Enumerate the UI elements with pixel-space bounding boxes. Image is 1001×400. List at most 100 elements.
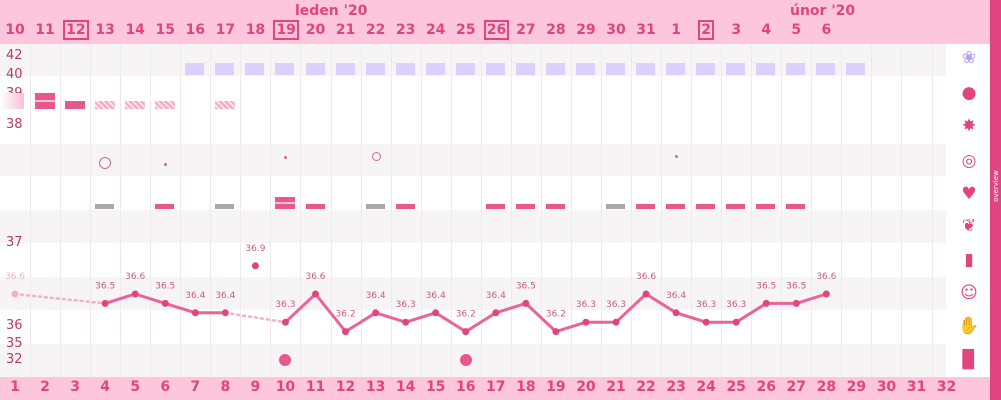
temperature-point bbox=[762, 299, 770, 307]
day-label-text: 21 bbox=[335, 22, 356, 38]
ovulation-prediction bbox=[395, 63, 415, 75]
day-label[interactable]: 1 bbox=[664, 22, 688, 38]
y-axis-label: 42 bbox=[6, 48, 23, 63]
day-label[interactable]: 24 bbox=[424, 22, 448, 38]
spotting-splash-icon[interactable]: ✸ bbox=[961, 116, 977, 136]
fluid-dot bbox=[674, 155, 678, 158]
temperature-point bbox=[432, 309, 440, 317]
cycle-day-label: 6 bbox=[160, 379, 171, 395]
temperature-label: 36.2 bbox=[336, 310, 356, 320]
day-label[interactable]: 30 bbox=[604, 22, 628, 38]
day-label[interactable]: 25 bbox=[454, 22, 478, 38]
ovulation-prediction bbox=[606, 63, 625, 75]
mood-entry bbox=[485, 204, 505, 209]
cycle-day-label: 21 bbox=[606, 379, 626, 395]
gridline bbox=[270, 44, 272, 377]
temperature-point bbox=[101, 299, 109, 307]
date-header bbox=[0, 0, 990, 44]
temperature-label: 36.2 bbox=[546, 310, 566, 320]
day-label[interactable]: 29 bbox=[574, 22, 598, 38]
day-label[interactable]: 17 bbox=[213, 22, 237, 38]
medicine-bottle-icon[interactable]: ▮ bbox=[964, 250, 974, 270]
day-label[interactable]: 28 bbox=[544, 22, 568, 38]
row-stripe bbox=[0, 344, 946, 377]
temperature-curve: 36.6 36.5 36.6 36.5 36.4 36.4 36.9 36.3 36.6 36.2… bbox=[5, 244, 837, 336]
day-label[interactable]: 26 bbox=[483, 20, 510, 40]
notes-document-icon[interactable]: ▉ bbox=[962, 350, 976, 370]
temperature-label: 36.6 bbox=[125, 272, 145, 282]
day-label[interactable]: 27 bbox=[514, 22, 538, 38]
day-label[interactable]: 23 bbox=[394, 22, 418, 38]
day-label-text: 19 bbox=[273, 20, 299, 40]
day-label[interactable]: 10 bbox=[3, 22, 27, 38]
day-label[interactable]: 21 bbox=[334, 22, 358, 38]
y-axis-label: 37 bbox=[6, 235, 23, 250]
gridline bbox=[180, 44, 182, 377]
cycle-day-label: 27 bbox=[786, 379, 807, 395]
temperature-point bbox=[372, 309, 380, 317]
day-label-text: 23 bbox=[395, 22, 416, 38]
day-label[interactable]: 13 bbox=[93, 22, 117, 38]
day-label[interactable]: 20 bbox=[304, 22, 328, 38]
cycle-day-label: 19 bbox=[546, 379, 566, 395]
cycle-day-label: 22 bbox=[636, 379, 656, 395]
temperature-point bbox=[492, 309, 500, 317]
symptom-hand-icon[interactable]: ✋ bbox=[958, 316, 980, 336]
cycle-day-label: 16 bbox=[456, 379, 476, 395]
day-label[interactable]: 14 bbox=[123, 22, 147, 38]
day-label[interactable]: 3 bbox=[724, 22, 748, 38]
day-label[interactable]: 22 bbox=[364, 22, 388, 38]
gridline bbox=[480, 44, 482, 377]
temperature-point bbox=[191, 309, 199, 317]
gridline bbox=[390, 44, 392, 377]
temperature-label: 36.3 bbox=[396, 300, 416, 310]
day-label[interactable]: 2 bbox=[694, 20, 718, 40]
day-label-text: 5 bbox=[791, 22, 802, 38]
cycle-day-label: 28 bbox=[816, 379, 837, 395]
temperature-point bbox=[221, 309, 229, 317]
period-flow-light bbox=[95, 101, 116, 109]
day-label[interactable]: 4 bbox=[754, 22, 778, 38]
overview-tab[interactable]: overview bbox=[990, 0, 1001, 400]
smiley-face-icon[interactable]: ☺ bbox=[960, 283, 978, 303]
gridline bbox=[60, 44, 62, 377]
temperature-label: 36.5 bbox=[155, 281, 175, 291]
day-label[interactable]: 16 bbox=[183, 22, 207, 38]
cervical-fluid-rings-icon[interactable]: ◎ bbox=[961, 151, 977, 171]
ovulation-prediction bbox=[636, 63, 656, 75]
day-label[interactable]: 31 bbox=[634, 22, 658, 38]
temperature-point bbox=[642, 290, 650, 298]
temperature-point bbox=[462, 328, 470, 336]
day-label[interactable]: 6 bbox=[814, 22, 838, 38]
day-label-text: 28 bbox=[546, 22, 566, 38]
gridline bbox=[360, 44, 362, 377]
period-flow-light bbox=[155, 101, 176, 109]
day-label[interactable]: 5 bbox=[784, 22, 808, 38]
day-label[interactable]: 18 bbox=[243, 22, 267, 38]
day-label[interactable]: 15 bbox=[153, 22, 177, 38]
gridline bbox=[120, 44, 122, 377]
overview-tab-label: overview bbox=[992, 170, 1000, 202]
day-label[interactable]: 11 bbox=[33, 22, 57, 38]
cycle-day-label: 25 bbox=[726, 379, 746, 395]
cycle-day-label: 24 bbox=[696, 379, 716, 395]
day-label-text: 10 bbox=[5, 22, 25, 38]
day-label[interactable]: 12 bbox=[63, 20, 89, 40]
note-marker bbox=[459, 354, 472, 366]
gridline bbox=[841, 44, 843, 377]
temperature-point bbox=[11, 290, 19, 298]
period-drop-icon[interactable]: ● bbox=[961, 83, 977, 103]
day-label-text: 27 bbox=[516, 22, 536, 38]
temperature-label: 36.3 bbox=[696, 300, 716, 310]
sex-heart-icon[interactable]: ♥ bbox=[961, 184, 977, 204]
ovulation-flower-icon[interactable]: ❀ bbox=[961, 48, 977, 68]
temperature-point bbox=[131, 290, 139, 298]
ovulation-prediction bbox=[666, 63, 686, 75]
day-label-text: 11 bbox=[35, 22, 55, 38]
mood-leaf-icon[interactable]: ❦ bbox=[961, 216, 977, 236]
mood-entry-neutral bbox=[365, 204, 385, 209]
gridline bbox=[811, 44, 813, 377]
mood-entry bbox=[666, 204, 686, 209]
ovulation-prediction bbox=[305, 63, 325, 75]
day-label[interactable]: 19 bbox=[273, 20, 299, 40]
